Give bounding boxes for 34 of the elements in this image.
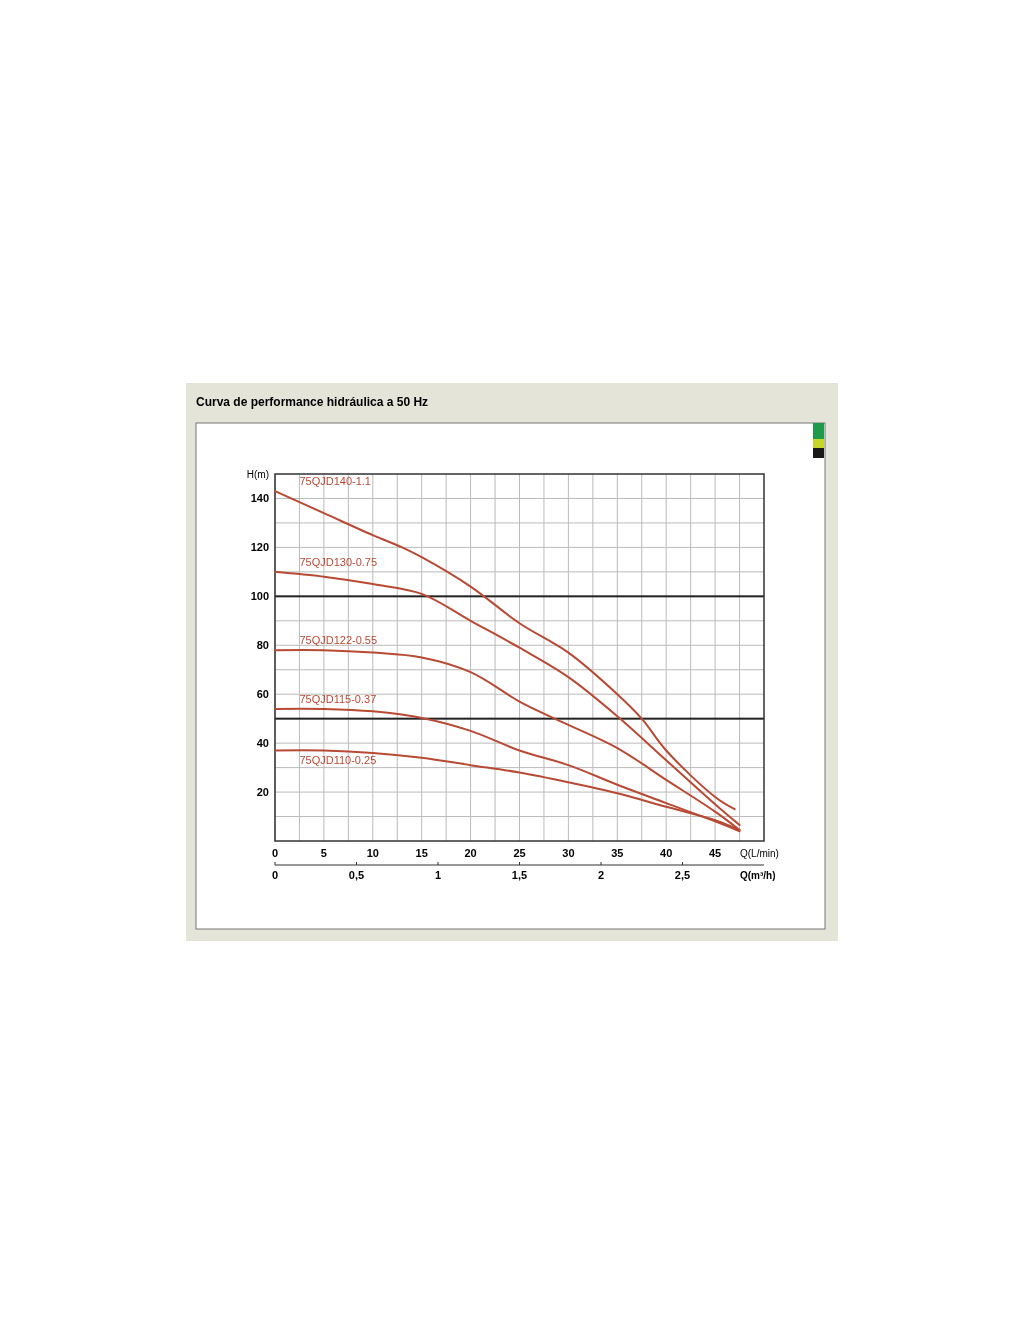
- x2-tick-label: 2: [597, 869, 605, 881]
- x-axis-title: Q(L/min): [740, 848, 779, 859]
- series-label: 75QJD130-0.75: [299, 555, 378, 568]
- x2-tick-label: 1,5: [511, 869, 528, 881]
- y-axis-title: H(m): [246, 468, 269, 480]
- x-tick-label: 25: [513, 847, 526, 859]
- x-tick-label: 30: [562, 847, 575, 859]
- series-label: 75QJD140-1.1: [299, 475, 371, 488]
- x2-tick-label: 2,5: [674, 869, 691, 881]
- line-series: [274, 570, 741, 827]
- series-label: 75QJD122-0.55: [299, 634, 378, 647]
- x2-tick-label: 1: [434, 869, 442, 881]
- y-tick-label: 20: [256, 785, 269, 798]
- x2-axis-title: Q(m³/h): [740, 870, 776, 881]
- chart-title: Curva de performance hidráulica a 50 Hz: [196, 395, 429, 409]
- y-tick-label: 140: [250, 492, 269, 505]
- x-tick-label: 10: [366, 847, 379, 859]
- y-tick-label: 40: [256, 736, 269, 749]
- x2-tick-label: 0,5: [348, 869, 365, 881]
- x-tick-label: 20: [464, 847, 477, 859]
- series-label: 75QJD110-0.25: [299, 754, 377, 767]
- y-tick-label: 120: [250, 541, 269, 554]
- y-tick-label: 100: [250, 590, 269, 603]
- line-series: [274, 490, 736, 811]
- x2-tick-label: 0: [271, 869, 279, 881]
- series-label: 75QJD115-0.37: [299, 692, 377, 705]
- x-tick-label: 5: [320, 847, 327, 859]
- x-tick-label: 45: [708, 847, 722, 859]
- x-tick-label: 40: [660, 847, 673, 859]
- x-tick-label: 0: [271, 847, 279, 859]
- y-tick-label: 80: [256, 639, 269, 652]
- x-tick-label: 35: [611, 847, 624, 859]
- y-tick-label: 60: [256, 688, 269, 701]
- x-tick-label: 15: [415, 847, 428, 859]
